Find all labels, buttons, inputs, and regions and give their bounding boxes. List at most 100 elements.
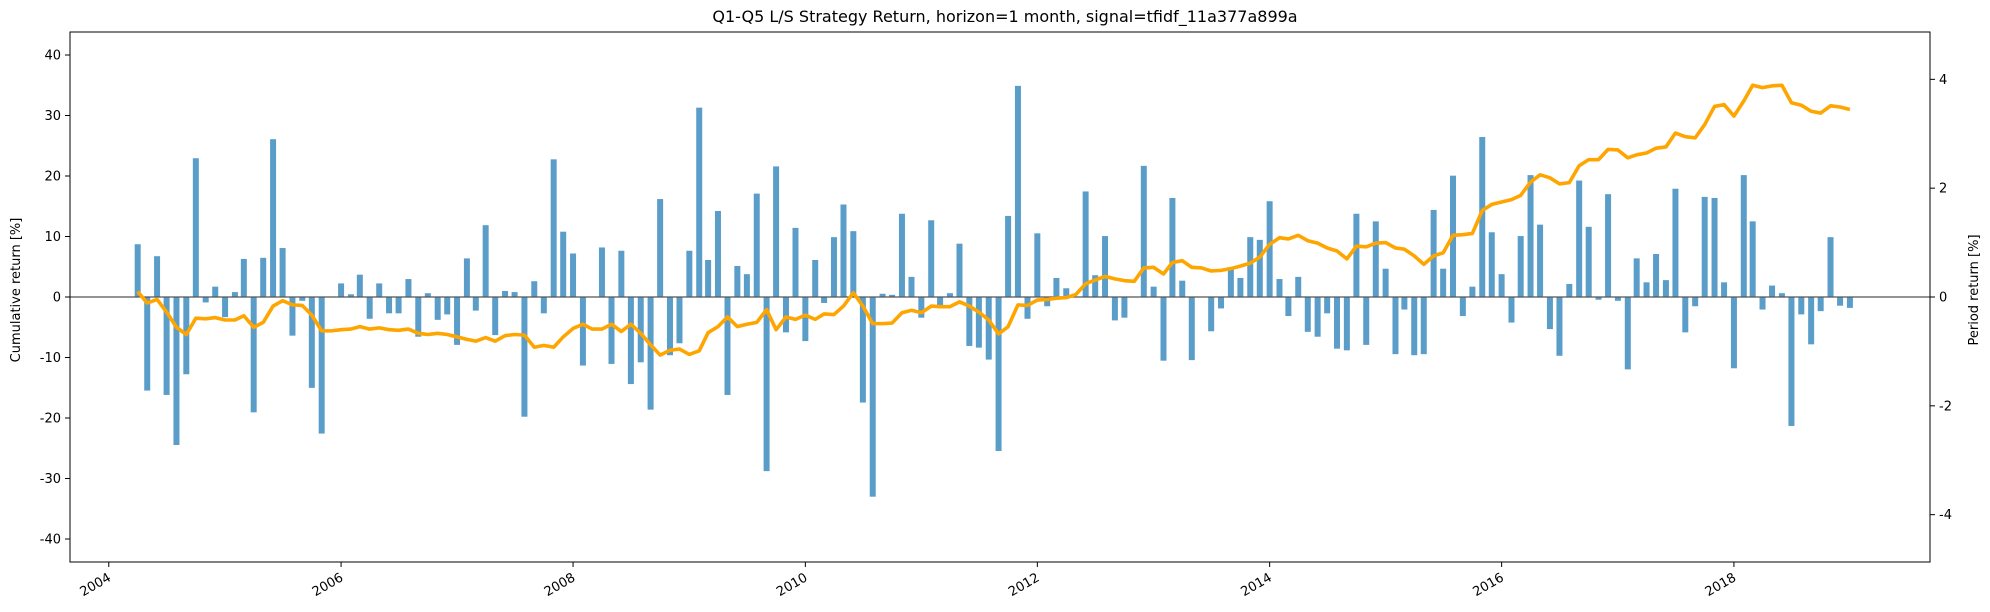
period-return-bar: [1237, 277, 1244, 297]
period-return-bar: [608, 297, 615, 364]
period-return-bar: [1102, 236, 1109, 297]
period-return-bar: [830, 237, 837, 297]
period-return-bar: [975, 297, 982, 348]
left-tick-label: -20: [40, 412, 61, 427]
period-return-bar: [1044, 297, 1051, 307]
period-return-bar: [1343, 297, 1350, 351]
period-return-bar: [531, 281, 538, 297]
right-axis-label: Period return [%]: [1967, 234, 1982, 345]
left-tick-label: -40: [40, 533, 61, 548]
period-return-bar: [163, 297, 170, 395]
period-return-bar: [1701, 196, 1708, 297]
left-tick-label: 10: [44, 230, 61, 245]
period-return-bar: [1256, 239, 1263, 297]
period-return-bar: [366, 297, 373, 319]
period-return-bar: [1430, 209, 1437, 297]
period-return-bar: [1827, 237, 1834, 297]
period-return-bar: [1788, 297, 1795, 426]
period-return-bar: [405, 279, 412, 297]
period-return-bar: [1488, 232, 1495, 297]
period-return-bar: [1014, 85, 1021, 298]
left-axis-label: Cumulative return [%]: [9, 218, 24, 363]
period-return-bar: [966, 297, 973, 346]
period-return-bar: [463, 258, 470, 297]
period-return-bar: [356, 274, 363, 297]
period-return-bar: [1092, 275, 1099, 297]
period-return-bar: [859, 297, 866, 403]
period-return-bar: [937, 297, 944, 306]
period-return-bar: [192, 158, 199, 297]
period-return-bar: [579, 297, 586, 366]
period-return-bar: [1614, 297, 1621, 301]
period-return-bar: [270, 139, 277, 297]
period-return-bar: [985, 297, 992, 360]
period-return-bar: [1160, 297, 1167, 361]
period-return-bar: [792, 227, 799, 297]
period-return-bar: [540, 297, 547, 314]
left-tick-label: -10: [40, 351, 61, 366]
period-return-bar: [1053, 277, 1060, 297]
period-return-bar: [869, 297, 876, 497]
cumulative-return-line: [136, 83, 1851, 357]
period-return-bar: [240, 258, 247, 297]
period-return-bar: [1808, 297, 1815, 345]
left-tick-label: 30: [44, 109, 61, 124]
period-return-bar: [1169, 197, 1176, 297]
period-return-bar: [1304, 297, 1311, 332]
period-return-bar: [627, 297, 634, 385]
period-return-bar: [1111, 297, 1118, 321]
period-return-bar: [1585, 226, 1592, 297]
period-return-bar: [570, 253, 577, 297]
period-return-bar: [1034, 233, 1041, 297]
period-return-bar: [1633, 258, 1640, 297]
period-return-bar: [1692, 297, 1699, 307]
period-return-bar: [850, 231, 857, 297]
left-tick-label: 40: [44, 48, 61, 63]
period-return-bar: [472, 297, 479, 311]
right-tick-label: -2: [1939, 399, 1952, 414]
period-return-bar: [1778, 293, 1785, 297]
period-return-bar: [1082, 191, 1089, 297]
period-return-bar: [1721, 282, 1728, 297]
period-return-bar: [1285, 297, 1292, 317]
period-return-bar: [918, 297, 925, 318]
period-return-bar: [424, 293, 431, 297]
period-return-bar: [511, 292, 518, 297]
period-return-bar: [995, 297, 1002, 451]
period-return-bar: [1188, 297, 1195, 361]
period-return-bar: [560, 231, 567, 297]
period-return-bar: [222, 297, 229, 318]
period-return-bar: [1372, 221, 1379, 297]
period-return-bar: [1314, 297, 1321, 337]
period-return-bar: [1353, 213, 1360, 297]
period-return-bar: [1121, 297, 1128, 318]
left-tick-label: 0: [53, 291, 61, 306]
period-return-bar: [260, 257, 267, 297]
plot-area: [70, 83, 1930, 497]
period-return-bar: [956, 243, 963, 297]
period-return-bar: [743, 274, 750, 297]
period-return-bar: [212, 286, 219, 297]
period-return-bar: [1266, 201, 1273, 297]
period-return-bar: [1276, 279, 1283, 297]
period-return-bar: [1363, 297, 1370, 345]
period-return-bar: [666, 297, 673, 356]
period-return-bar: [821, 297, 828, 303]
period-return-bar: [763, 297, 770, 472]
period-return-bar: [1498, 274, 1505, 297]
period-return-bar: [898, 213, 905, 297]
period-return-bar: [231, 292, 238, 297]
left-tick-label: -30: [40, 472, 61, 487]
period-return-bar: [1295, 276, 1302, 297]
period-return-bar: [1150, 286, 1157, 297]
period-return-bar: [1527, 175, 1534, 297]
period-return-bar: [1517, 236, 1524, 297]
period-return-bar: [1769, 285, 1776, 297]
period-return-bar: [676, 297, 683, 344]
period-return-bar: [1846, 297, 1853, 308]
period-return-bar: [173, 297, 180, 446]
period-return-bar: [1711, 197, 1718, 297]
period-return-bar: [250, 297, 257, 413]
period-return-bar: [1759, 297, 1766, 310]
